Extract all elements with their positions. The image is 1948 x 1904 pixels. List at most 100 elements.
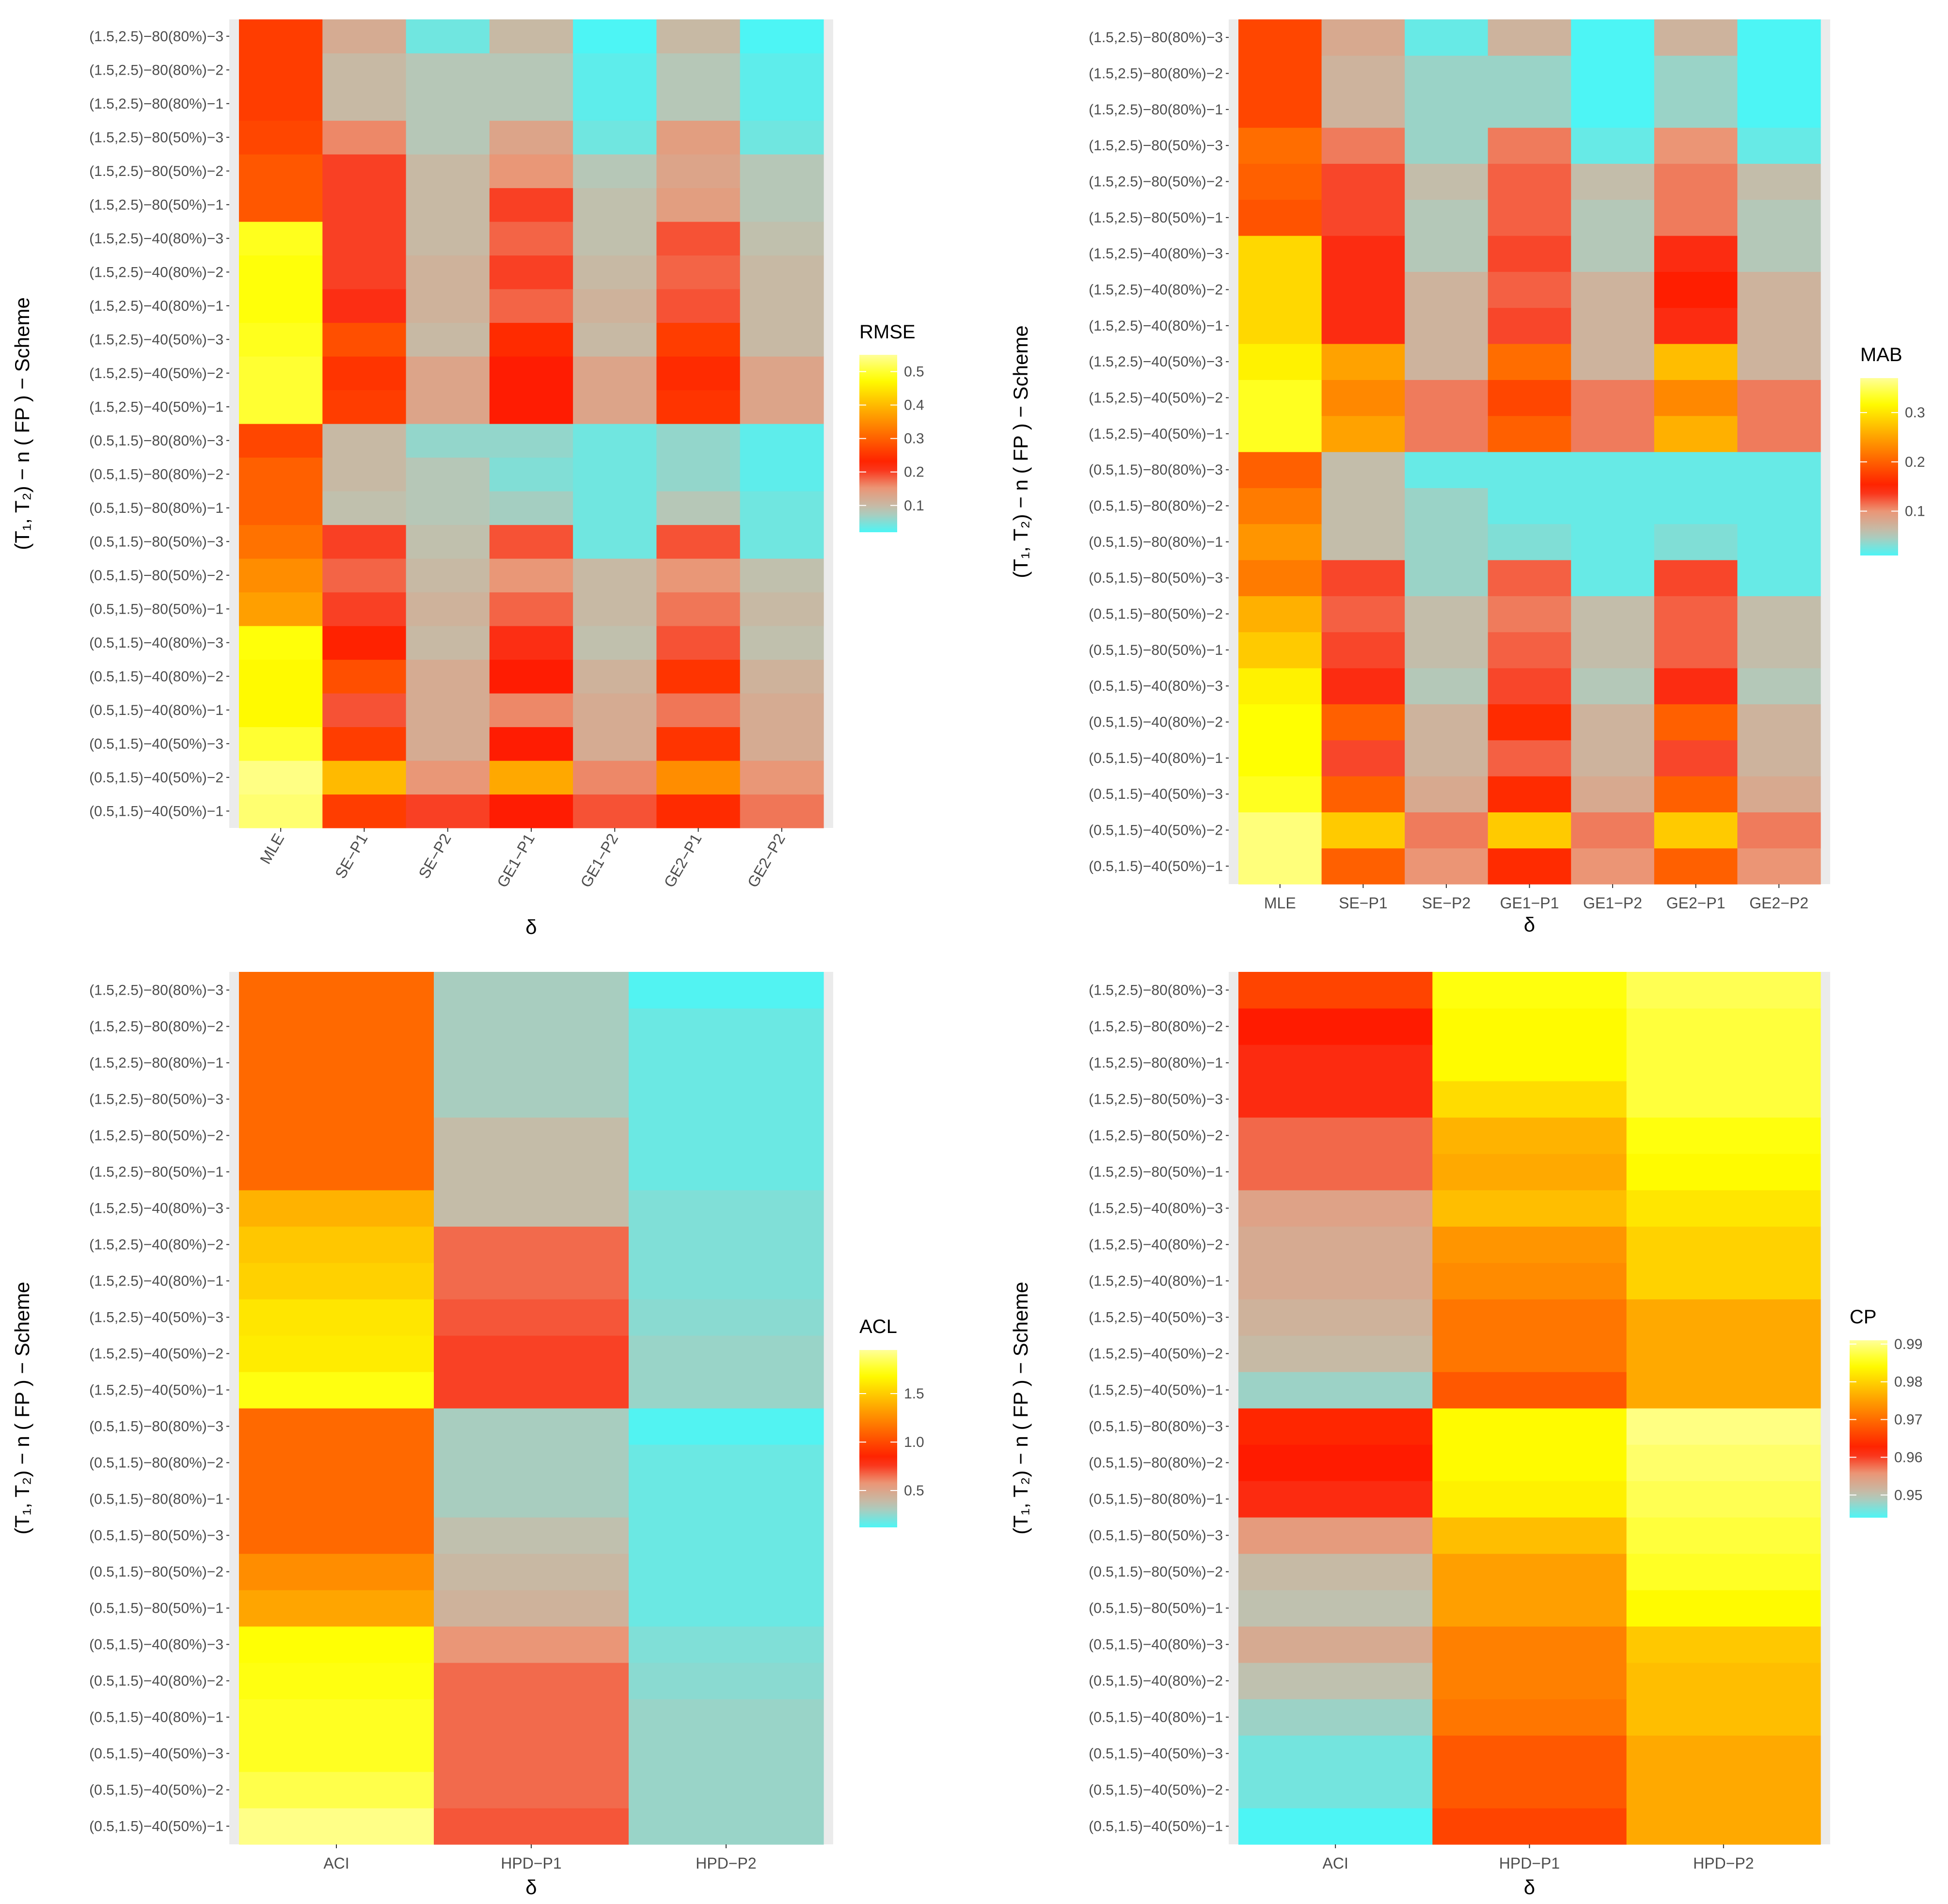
heatmap-tile: [1238, 1699, 1433, 1736]
heatmap-tile: [656, 154, 741, 189]
heatmap-tile: [434, 972, 629, 1009]
heatmap-tile: [573, 457, 657, 492]
heatmap-tile: [1432, 1626, 1627, 1663]
y-tick-label: (0.5,1.5)−40(50%)−2: [89, 1782, 223, 1798]
heatmap-panel-rmse: (0.5,1.5)−40(50%)−1 (0.5,1.5)−40(50%)−2 (0…: [11, 19, 924, 938]
heatmap-tile: [629, 972, 824, 1009]
heatmap-panel-acl: (0.5,1.5)−40(50%)−1 (0.5,1.5)−40(50%)−2 (0…: [11, 972, 924, 1899]
y-tick-label: (0.5,1.5)−80(50%)−2: [89, 568, 223, 584]
y-tick-label: (0.5,1.5)−40(50%)−2: [89, 770, 223, 786]
x-tick-label: SE−P1: [1339, 894, 1388, 912]
heatmap-tile: [740, 19, 824, 54]
heatmap-tile: [239, 1590, 434, 1627]
heatmap-tile: [406, 491, 490, 525]
heatmap-tile: [1737, 55, 1821, 92]
y-tick-label: (0.5,1.5)−40(50%)−1: [89, 1819, 223, 1835]
y-tick-label: (0.5,1.5)−80(80%)−2: [1089, 1455, 1223, 1471]
heatmap-tile: [1626, 1772, 1821, 1809]
heatmap-tile: [1238, 560, 1322, 596]
heatmap-tile: [1321, 19, 1405, 56]
heatmap-tile: [1654, 199, 1738, 236]
heatmap-tile: [740, 727, 824, 761]
heatmap-tile: [239, 626, 323, 660]
heatmap-tile: [239, 761, 323, 795]
heatmap-tile: [1571, 776, 1655, 812]
heatmap-tile: [1238, 55, 1322, 92]
heatmap-tile: [1737, 668, 1821, 704]
heatmap-tile: [1488, 488, 1571, 524]
heatmap-tile: [489, 120, 573, 155]
heatmap-tile: [1432, 1590, 1627, 1627]
heatmap-tile: [1238, 1190, 1433, 1227]
heatmap-tile: [1626, 1008, 1821, 1045]
y-tick-label: (1.5,2.5)−80(50%)−3: [89, 1092, 223, 1108]
heatmap-tile: [656, 524, 741, 559]
y-tick-label: (1.5,2.5)−80(50%)−2: [1089, 1128, 1223, 1144]
heatmap-tile: [239, 1045, 434, 1081]
heatmap-tile: [322, 424, 407, 458]
heatmap-tile: [573, 794, 657, 828]
heatmap-tile: [239, 1699, 434, 1736]
heatmap-tile: [239, 1408, 434, 1445]
y-tick-label: (0.5,1.5)−80(80%)−2: [89, 1455, 223, 1471]
heatmap-tile: [406, 761, 490, 795]
heatmap-tile: [656, 289, 741, 323]
heatmap-tile: [1488, 524, 1571, 560]
heatmap-tile: [629, 1554, 824, 1590]
y-axis-title: (T₁, T₂) − n ( FP ) − Scheme: [1009, 1282, 1032, 1534]
heatmap-tile: [1321, 524, 1405, 560]
heatmap-tile: [1238, 812, 1322, 849]
heatmap-tile: [1405, 271, 1489, 308]
heatmap-tile: [1737, 415, 1821, 452]
heatmap-tile: [573, 255, 657, 289]
heatmap-tile: [656, 322, 741, 357]
heatmap-tile: [1405, 488, 1489, 524]
heatmap-tile: [629, 1045, 824, 1081]
heatmap-tile: [656, 255, 741, 289]
heatmap-tile: [740, 390, 824, 424]
heatmap-tile: [322, 53, 407, 87]
x-tick-label: GE1−P2: [1583, 894, 1642, 912]
heatmap-tile: [1488, 55, 1571, 92]
heatmap-tile: [629, 1444, 824, 1481]
heatmap-tile: [1488, 740, 1571, 777]
heatmap-tile: [322, 558, 407, 593]
heatmap-tile: [239, 1226, 434, 1263]
heatmap-tile: [489, 87, 573, 121]
heatmap-tile: [740, 794, 824, 828]
heatmap-tile: [1737, 560, 1821, 596]
y-tick-label: (0.5,1.5)−40(80%)−1: [89, 1710, 223, 1726]
y-tick-label: (0.5,1.5)−80(80%)−1: [1089, 534, 1223, 550]
heatmap-tile: [1405, 452, 1489, 488]
heatmap-tile: [1321, 127, 1405, 164]
legend-title: MAB: [1860, 344, 1902, 365]
heatmap-tile: [740, 53, 824, 87]
heatmap-tile: [1321, 163, 1405, 200]
heatmap-tile: [1488, 380, 1571, 416]
heatmap-tile: [322, 761, 407, 795]
heatmap-tile: [1626, 1481, 1821, 1518]
heatmap-tile: [573, 120, 657, 155]
heatmap-tile: [322, 659, 407, 694]
heatmap-tile: [1238, 236, 1322, 272]
heatmap-tile: [1238, 91, 1322, 128]
heatmap-tile: [322, 120, 407, 155]
y-tick-label: (0.5,1.5)−80(80%)−3: [89, 433, 223, 449]
heatmap-tile: [1432, 1081, 1627, 1118]
heatmap-tile: [1238, 848, 1322, 885]
heatmap-tile: [1654, 848, 1738, 885]
heatmap-tile: [1238, 1045, 1433, 1081]
legend-tick-label: 0.1: [904, 498, 924, 514]
x-tick-label: GE2−P1: [661, 831, 705, 891]
heatmap-tile: [573, 322, 657, 357]
y-tick-label: (1.5,2.5)−40(50%)−3: [1089, 354, 1223, 370]
y-tick-label: (1.5,2.5)−80(80%)−3: [89, 29, 223, 45]
heatmap-tile: [1488, 632, 1571, 668]
heatmap-tile: [434, 1444, 629, 1481]
heatmap-tile: [1571, 307, 1655, 344]
y-tick-label: (1.5,2.5)−40(50%)−2: [1089, 1346, 1223, 1362]
heatmap-tile: [489, 188, 573, 222]
x-tick-label: SE−P2: [415, 831, 454, 882]
heatmap-tile: [1432, 1735, 1627, 1772]
heatmap-tile: [1571, 415, 1655, 452]
